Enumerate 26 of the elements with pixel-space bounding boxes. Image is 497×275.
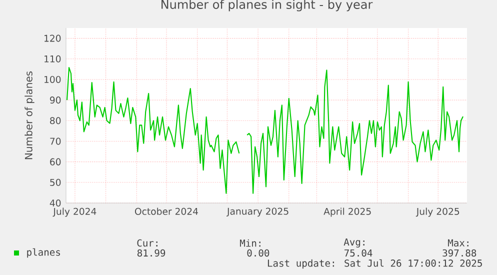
text: 0.00: [247, 249, 270, 257]
text: Min:: [240, 239, 260, 247]
text: Last update: Sat Jul 26 17:00:12 2025: [268, 259, 482, 269]
y-tick-label: 110: [44, 55, 61, 62]
chart-title: Number of planes in sight - by year: [162, 0, 373, 12]
text: Cur:: [137, 239, 158, 247]
text: 397.88: [442, 249, 476, 257]
x-tick-label: January 2025: [226, 208, 288, 217]
text: Max:: [448, 239, 468, 247]
y-tick-label: 80: [50, 117, 61, 124]
y-tick-label: 50: [50, 178, 61, 186]
text: 81.99: [137, 249, 166, 257]
y-tick-label: 120: [44, 34, 61, 42]
y-tick-label: 90: [50, 96, 61, 104]
legend-label: planes: [27, 248, 60, 258]
text: 75.04: [344, 249, 372, 257]
x-tick-label: July 2025: [416, 208, 460, 217]
y-tick-label: 40: [50, 199, 61, 207]
x-tick-label: April 2025: [324, 208, 371, 217]
y-axis-title: Number of planes: [24, 71, 34, 160]
x-tick-label: October 2024: [134, 208, 198, 215]
text: Avg:: [344, 238, 364, 248]
y-tick-label: 60: [50, 158, 61, 166]
y-tick-label: 100: [44, 76, 61, 83]
x-tick-label: July 2024: [52, 208, 96, 217]
y-tick-label: 70: [50, 138, 61, 145]
